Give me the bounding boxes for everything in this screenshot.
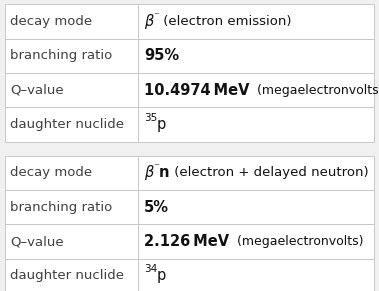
Text: ⁻: ⁻ — [153, 11, 159, 21]
Bar — [138, 107, 374, 142]
Text: branching ratio: branching ratio — [10, 201, 112, 214]
Bar — [5, 73, 138, 107]
Bar — [5, 107, 138, 142]
Bar — [138, 39, 374, 73]
Bar — [138, 73, 374, 107]
Bar — [138, 156, 374, 190]
Text: 5%: 5% — [144, 200, 169, 215]
Text: decay mode: decay mode — [10, 166, 92, 179]
Bar — [5, 156, 138, 190]
Text: Q–value: Q–value — [10, 235, 63, 248]
Text: branching ratio: branching ratio — [10, 49, 112, 62]
Text: p: p — [157, 268, 166, 283]
Text: β: β — [144, 14, 153, 29]
Text: 10.4974 MeV: 10.4974 MeV — [144, 83, 249, 98]
Bar — [5, 4, 138, 39]
Bar — [5, 39, 138, 73]
Bar — [5, 190, 138, 224]
Bar — [5, 259, 138, 291]
Text: Q–value: Q–value — [10, 84, 63, 97]
Bar — [138, 259, 374, 291]
Bar — [138, 190, 374, 224]
Text: 2.126 MeV: 2.126 MeV — [144, 234, 229, 249]
Text: p: p — [157, 117, 166, 132]
Bar — [138, 224, 374, 259]
Bar — [138, 4, 374, 39]
Text: (electron emission): (electron emission) — [159, 15, 291, 28]
Text: 34: 34 — [144, 265, 157, 274]
Text: decay mode: decay mode — [10, 15, 92, 28]
Text: 95%: 95% — [144, 48, 179, 63]
Text: (megaelectronvolts): (megaelectronvolts) — [249, 84, 379, 97]
Text: 35: 35 — [144, 113, 157, 123]
Text: n: n — [159, 165, 169, 180]
Text: daughter nuclide: daughter nuclide — [10, 118, 124, 131]
Text: daughter nuclide: daughter nuclide — [10, 269, 124, 282]
Text: (megaelectronvolts): (megaelectronvolts) — [229, 235, 363, 248]
Text: β: β — [144, 165, 153, 180]
Text: (electron + delayed neutron): (electron + delayed neutron) — [169, 166, 368, 179]
Bar — [5, 224, 138, 259]
Text: ⁻: ⁻ — [153, 163, 159, 173]
